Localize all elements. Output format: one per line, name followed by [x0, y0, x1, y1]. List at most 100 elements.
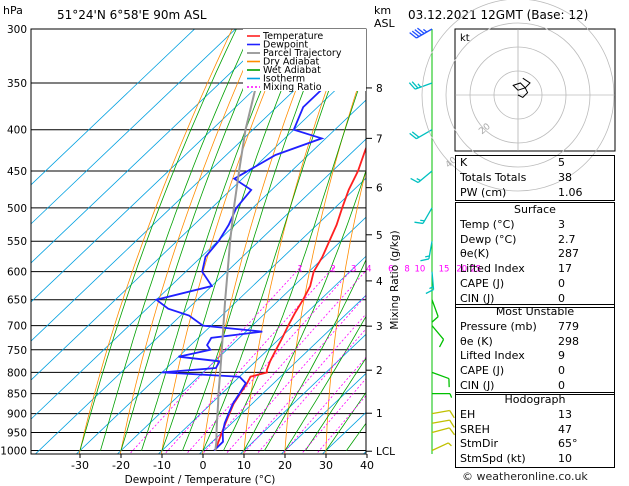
row-label: PW (cm) — [460, 185, 507, 199]
height-tick-label: 6 — [376, 183, 383, 195]
wind-barb-staff — [431, 371, 450, 380]
temp-tick-label: 0 — [200, 459, 207, 472]
wind-barb-flag — [429, 286, 434, 290]
wind-barb-staff — [431, 325, 445, 340]
table-row: Lifted Index 9 — [456, 349, 614, 364]
table-row: PW (cm) 1.06 — [456, 186, 614, 201]
row-label: Temp (°C) — [460, 217, 515, 231]
row-label: StmDir — [460, 437, 499, 451]
isotherm-line — [239, 333, 366, 454]
temp-tick-label: 30 — [319, 459, 333, 472]
row-value: 298 — [558, 334, 579, 348]
pressure-tick-label: 950 — [7, 428, 27, 440]
dry-adiabat-line — [160, 29, 291, 454]
wind-barb-flag — [411, 30, 420, 38]
temp-tick-label: -10 — [153, 459, 171, 472]
wind-barb-staff — [431, 409, 450, 415]
row-value: 3 — [558, 217, 565, 231]
table-row: CAPE (J) 0 — [456, 277, 614, 292]
mixing-ratio-label: 8 — [404, 265, 409, 275]
pressure-tick-label: 850 — [7, 389, 27, 401]
wind-barb-staff — [431, 427, 450, 434]
wind-barb-flag — [414, 221, 424, 225]
temp-tick-label: 20 — [278, 459, 292, 472]
pressure-tick-label: 1000 — [0, 446, 27, 458]
row-label: SREH — [460, 422, 490, 436]
table-title: Most Unstable — [495, 305, 575, 318]
height-tick-label: 8 — [376, 83, 383, 95]
row-value: 0 — [558, 291, 565, 305]
temp-tick-label: 10 — [237, 459, 251, 472]
table-row: θe(K) 287 — [456, 247, 614, 262]
row-label: K — [460, 156, 468, 169]
wet-adiabat-line — [305, 357, 366, 451]
row-label: Pressure (mb) — [460, 319, 537, 333]
table-row: Totals Totals 38 — [456, 171, 614, 186]
hodograph-unit-label: kt — [460, 33, 470, 44]
pressure-tick-label: 500 — [7, 203, 27, 215]
wet-adiabat-line — [284, 315, 366, 451]
pressure-tick-label: 450 — [7, 166, 27, 178]
isotherm-line — [31, 99, 366, 420]
row-label: Lifted Index — [460, 262, 525, 276]
wind-barb-flag — [438, 339, 445, 348]
mixing-ratio-label: 15 — [439, 265, 450, 275]
row-value: 17 — [558, 262, 572, 276]
row-value: 13 — [558, 407, 572, 421]
pressure-tick-label: 650 — [7, 295, 27, 307]
mixing-ratio-label: 25 — [470, 265, 481, 275]
height-tick-label: 2 — [376, 365, 383, 377]
isotherm-line — [31, 29, 196, 186]
mixing-ratio-label: 3 — [351, 265, 356, 275]
isotherm-line — [280, 372, 366, 454]
sounding-series — [154, 29, 366, 452]
wind-barb-flag — [414, 29, 423, 36]
wet-adiabat-line — [223, 65, 366, 451]
mixing-ratio-label: 2 — [330, 265, 335, 275]
height-tick-label: 3 — [376, 321, 383, 333]
indices-table: K 5 Totals Totals 38 PW (cm) 1.06 — [455, 155, 615, 202]
table-row: SREH 47 — [456, 423, 614, 438]
wind-barb-flag — [431, 316, 439, 323]
isotherm-line — [34, 138, 366, 454]
table-row: StmSpd (kt) 10 — [456, 452, 614, 467]
mixing-ratio-label: 4 — [366, 265, 371, 275]
row-value: 1.06 — [558, 185, 583, 199]
table-row: Lifted Index 17 — [456, 262, 614, 277]
pressure-tick-label: 300 — [7, 24, 27, 36]
pressure-tick-label: 400 — [7, 125, 27, 137]
legend-label: Mixing Ratio — [263, 82, 322, 93]
background-lines — [31, 29, 366, 454]
mixing-ratio-label: 6 — [388, 265, 393, 275]
row-value: 779 — [558, 319, 579, 333]
wind-barb-staff — [431, 299, 439, 317]
mixing-ratio-line — [201, 270, 366, 454]
row-label: Dewp (°C) — [460, 232, 517, 246]
height-tick-label: 4 — [376, 276, 383, 288]
x-axis-title: Dewpoint / Temperature (°C) — [125, 474, 276, 486]
pressure-tick-label: 750 — [7, 345, 27, 357]
wet-adiabat-line — [79, 29, 237, 451]
table-row: Temp (°C) 3 — [456, 218, 614, 233]
row-value: 65° — [558, 437, 578, 451]
hodograph-ring — [469, 46, 567, 144]
wind-barb-flag — [425, 255, 430, 258]
row-label: CIN (J) — [460, 291, 495, 305]
wind-barb-flag — [423, 28, 428, 33]
hodograph-ring — [445, 22, 591, 168]
row-label: Lifted Index — [460, 349, 525, 363]
row-value: 287 — [558, 247, 579, 261]
wet-adiabat-line — [161, 29, 307, 451]
table-title: Surface — [514, 203, 556, 216]
series-parcel-trajectory — [214, 29, 276, 451]
wind-barb-flag — [408, 82, 416, 90]
table-row: CIN (J) 0 — [456, 292, 614, 307]
wet-adiabat-line — [120, 29, 270, 451]
wind-barb-staff — [422, 207, 433, 224]
mixing-ratio-label: 1 — [297, 265, 302, 275]
wind-barb-flag — [416, 177, 421, 182]
wind-barb-staff — [431, 442, 449, 452]
table-row: StmDir 65° — [456, 437, 614, 452]
height-tick-label: 5 — [376, 230, 383, 242]
row-value: 0 — [558, 276, 565, 290]
